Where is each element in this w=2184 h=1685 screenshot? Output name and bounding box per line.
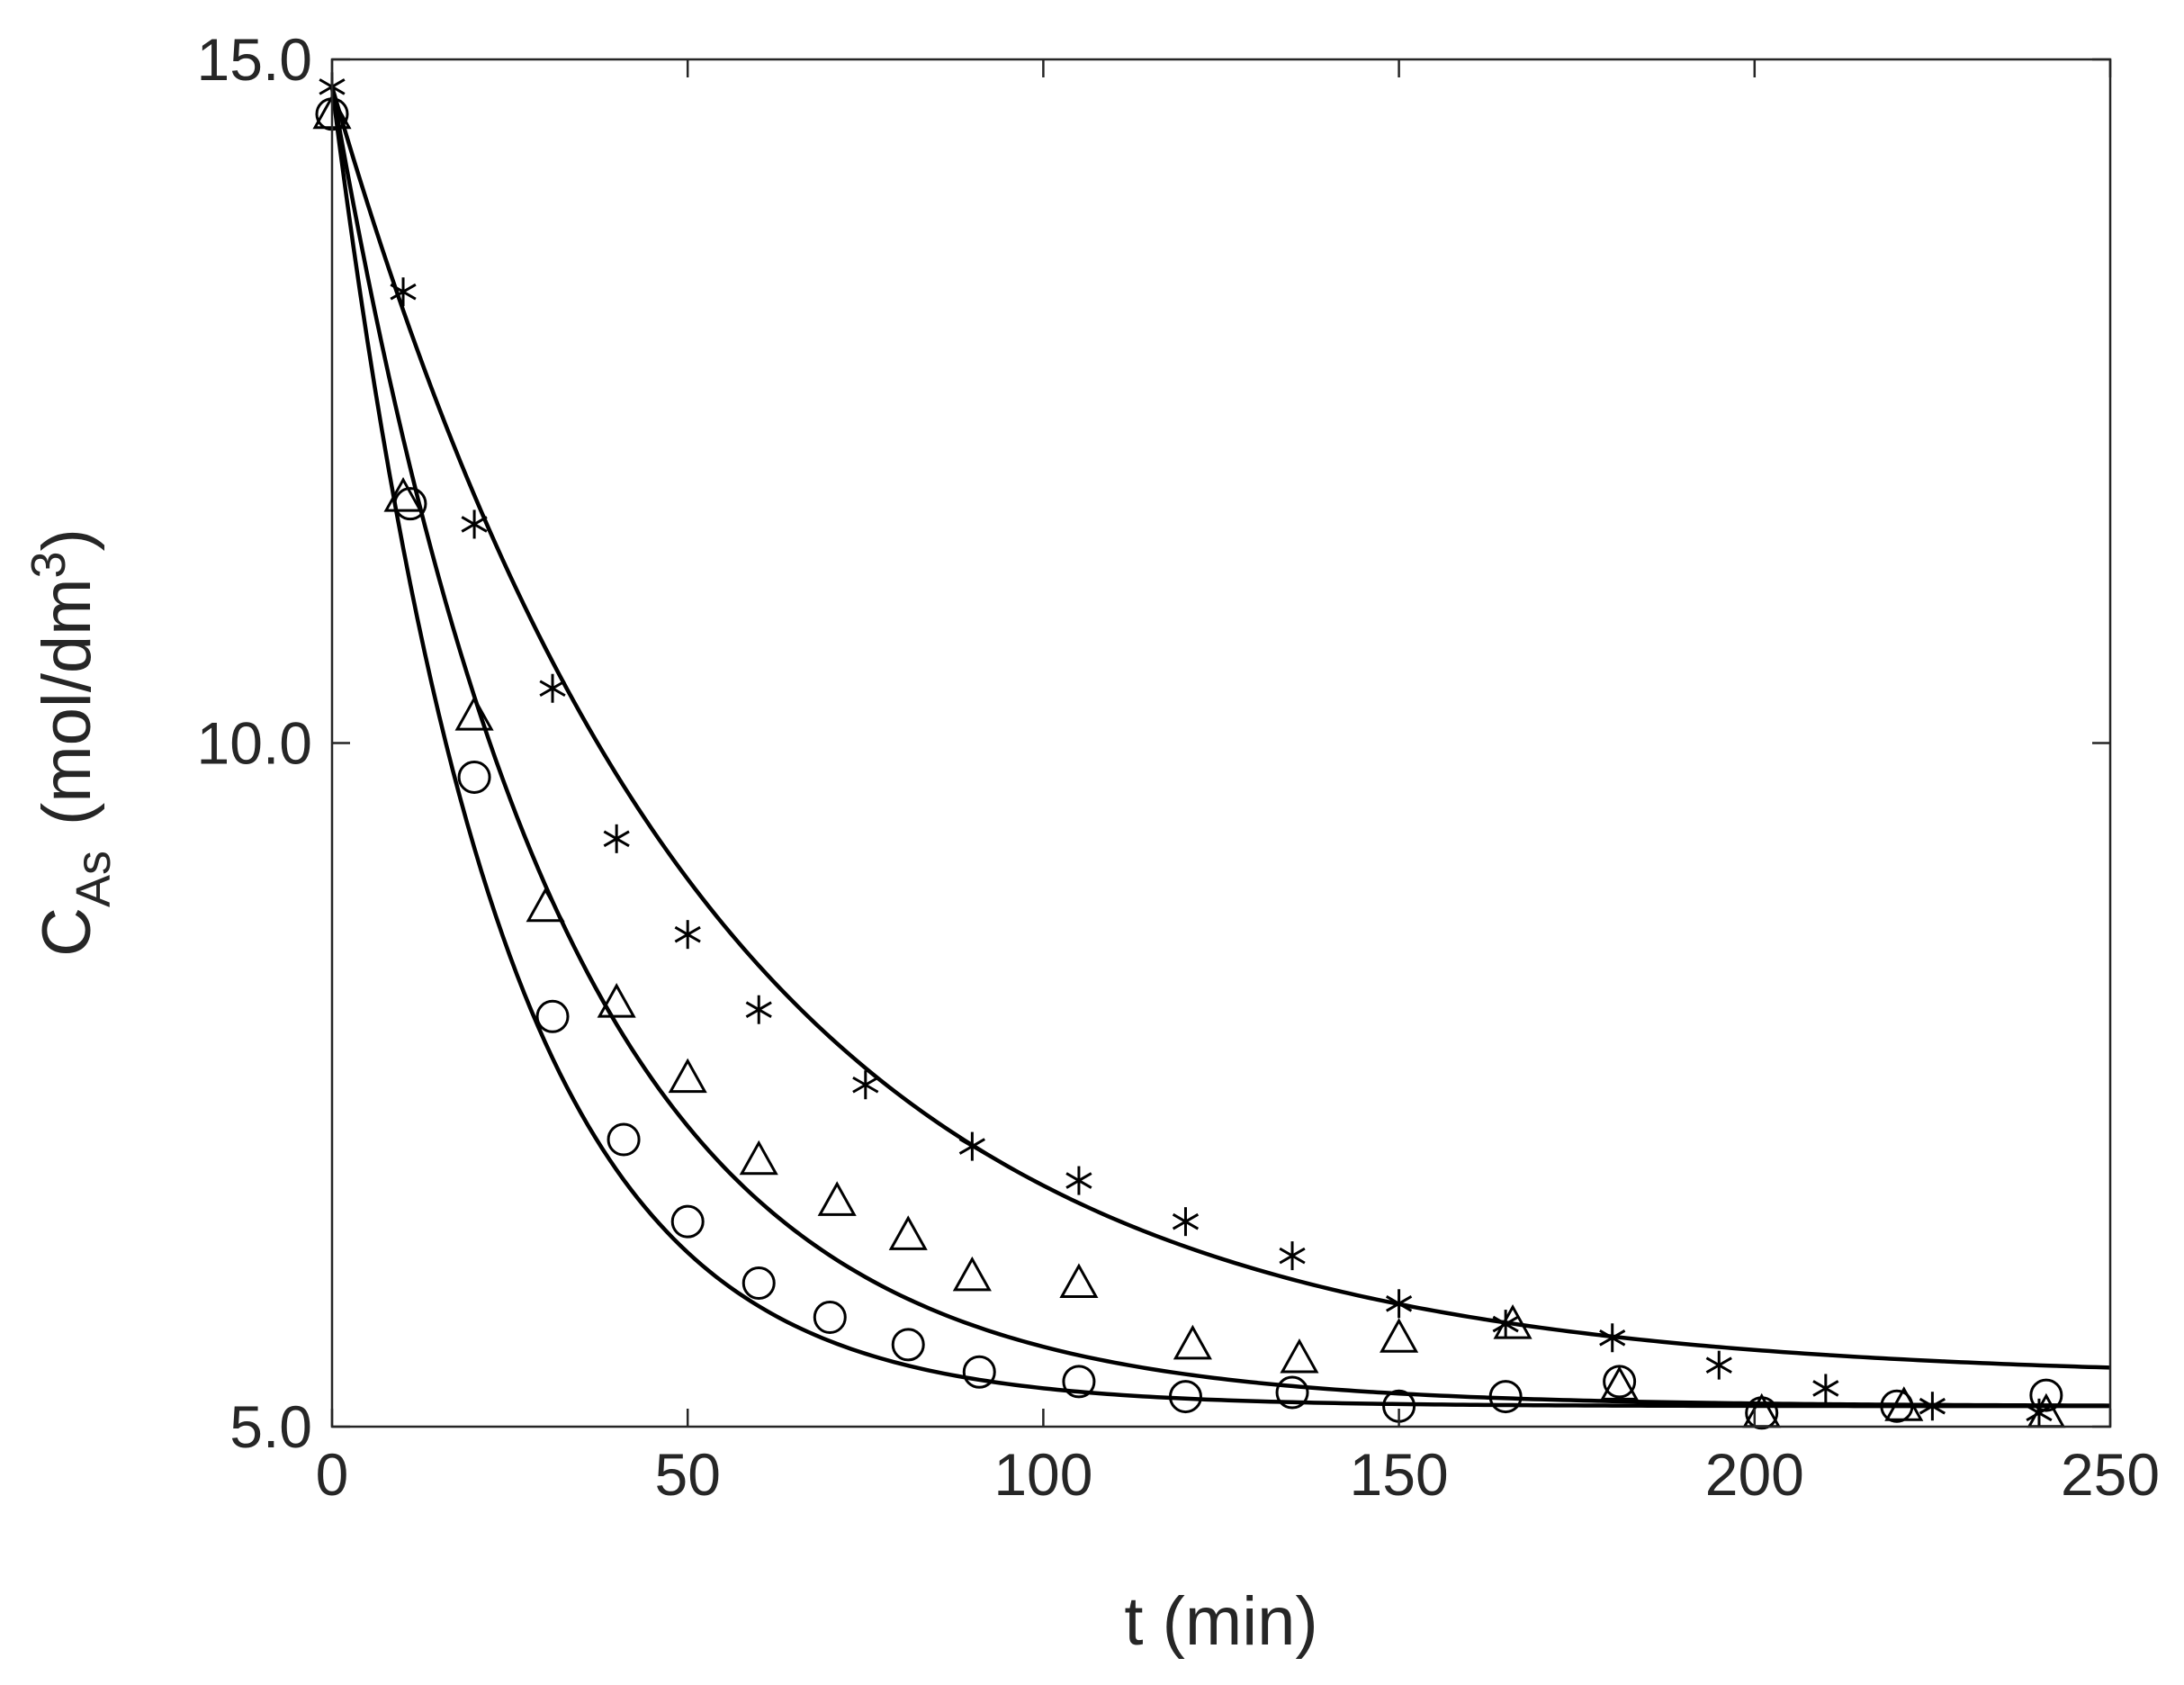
triangle-marker bbox=[383, 477, 423, 512]
circle-marker bbox=[1880, 1389, 1914, 1423]
x-tick-label: 150 bbox=[1350, 1441, 1449, 1508]
triangle-marker bbox=[952, 1256, 992, 1292]
triangle-marker bbox=[817, 1181, 857, 1216]
circle-marker bbox=[1603, 1365, 1637, 1399]
circle-marker bbox=[670, 1204, 705, 1239]
x-tick-label: 200 bbox=[1705, 1441, 1804, 1508]
circle-marker bbox=[607, 1122, 641, 1157]
triangle-marker bbox=[597, 983, 636, 1018]
circle-marker bbox=[1275, 1375, 1309, 1410]
y-axis-label-main: C bbox=[29, 907, 105, 957]
asterisk-marker bbox=[852, 1070, 879, 1100]
triangle-marker bbox=[1380, 1318, 1419, 1353]
circle-marker bbox=[1488, 1380, 1523, 1414]
circle-marker bbox=[535, 999, 570, 1033]
asterisk-marker bbox=[958, 1131, 985, 1161]
asterisk-marker bbox=[1812, 1374, 1839, 1403]
circle-marker bbox=[962, 1355, 996, 1389]
x-tick-label: 0 bbox=[316, 1441, 349, 1508]
asterisk-marker bbox=[745, 995, 772, 1024]
triangle-marker bbox=[1059, 1263, 1099, 1299]
data-markers bbox=[312, 72, 2066, 1430]
asterisk-marker bbox=[1385, 1289, 1413, 1319]
asterisk-marker bbox=[674, 920, 701, 950]
x-axis-label: t (min) bbox=[1124, 1583, 1317, 1660]
circle-marker bbox=[2029, 1378, 2063, 1412]
y-axis-label-close: ) bbox=[29, 528, 105, 551]
circle-marker bbox=[393, 487, 427, 521]
asterisk-marker bbox=[390, 277, 417, 307]
triangle-marker bbox=[1493, 1304, 1532, 1339]
triangle-marker bbox=[739, 1140, 778, 1176]
y-axis-label: CAs (mol/dm3) bbox=[22, 528, 121, 957]
asterisk-marker bbox=[603, 824, 630, 853]
fit-curve-3 bbox=[329, 86, 2110, 1409]
y-tick-label: 15.0 bbox=[197, 26, 312, 93]
circle-marker bbox=[1168, 1380, 1202, 1414]
y-axis-label-sup: 3 bbox=[22, 551, 76, 578]
fit-curves bbox=[329, 86, 2111, 1409]
y-axis-ticks: 5.0 10.0 15.0 bbox=[197, 26, 2110, 1460]
triangle-marker bbox=[526, 887, 565, 923]
y-axis-label-unit: (mol/dm bbox=[29, 578, 105, 824]
circle-marker bbox=[813, 1300, 847, 1334]
asterisk-marker bbox=[461, 509, 488, 539]
x-tick-label: 50 bbox=[654, 1441, 720, 1508]
triangle-marker bbox=[454, 696, 494, 731]
asterisk-marker bbox=[1065, 1166, 1092, 1195]
x-tick-label: 250 bbox=[2061, 1441, 2160, 1508]
y-tick-label: 10.0 bbox=[197, 710, 312, 777]
asterisk-marker bbox=[1919, 1392, 1946, 1421]
asterisk-marker bbox=[1172, 1207, 1200, 1237]
asterisk-marker bbox=[1492, 1310, 1519, 1339]
triangle-marker bbox=[888, 1215, 928, 1250]
triangle-marker bbox=[1600, 1365, 1640, 1401]
asterisk-marker bbox=[539, 673, 566, 703]
x-axis-ticks: 0 50 100 150 200 250 bbox=[316, 59, 2160, 1508]
triangle-marker bbox=[1173, 1324, 1212, 1360]
asterisk-marker bbox=[2026, 1398, 2053, 1428]
y-axis-label-sub: As bbox=[67, 851, 121, 907]
y-tick-label: 5.0 bbox=[229, 1393, 312, 1460]
circle-marker bbox=[1745, 1396, 1779, 1430]
x-tick-label: 100 bbox=[993, 1441, 1092, 1508]
triangle-marker bbox=[668, 1058, 707, 1094]
circle-marker bbox=[1062, 1365, 1096, 1399]
asterisk-marker bbox=[1279, 1241, 1306, 1271]
asterisk-marker bbox=[1705, 1350, 1732, 1380]
fit-curve-1 bbox=[329, 86, 2111, 1370]
triangle-marker bbox=[1280, 1338, 1319, 1374]
asterisk-marker bbox=[1599, 1323, 1626, 1353]
circle-marker bbox=[891, 1328, 925, 1362]
circle-marker bbox=[741, 1266, 776, 1301]
circle-marker bbox=[457, 760, 491, 794]
